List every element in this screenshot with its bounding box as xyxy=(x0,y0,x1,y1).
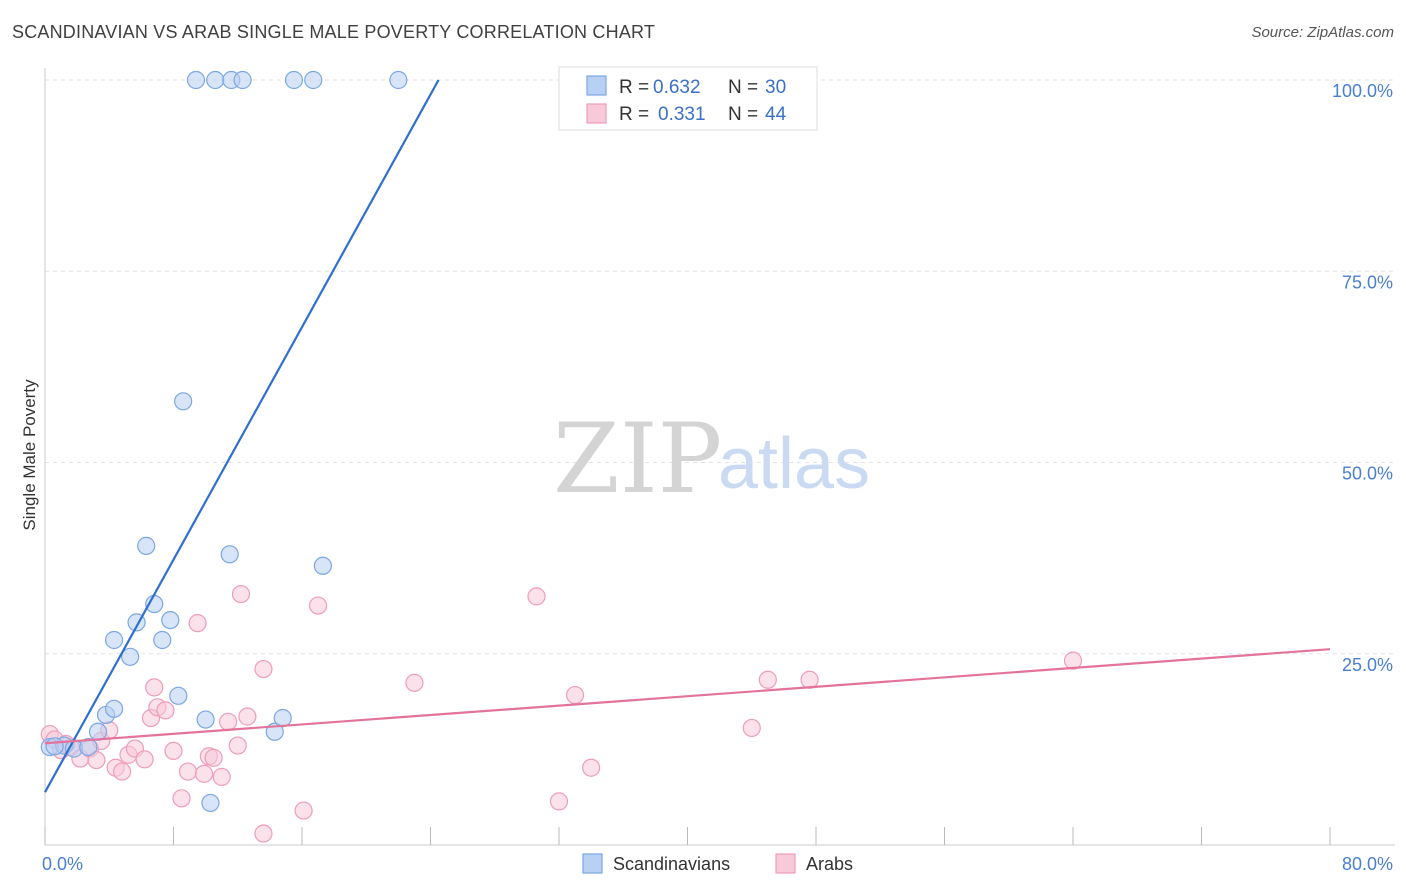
scandinavian-point-29 xyxy=(45,737,64,756)
arab-point-30 xyxy=(254,824,273,843)
arab-point-40 xyxy=(800,670,819,689)
watermark-atlas: atlas xyxy=(718,424,870,504)
arab-point-27 xyxy=(231,584,251,604)
arab-point-26 xyxy=(228,736,247,755)
arab-point-31 xyxy=(294,801,313,820)
y-tick-label-2: 75.0% xyxy=(1342,272,1393,292)
scandinavian-point-15 xyxy=(174,392,193,411)
scandinavian-point-10 xyxy=(137,536,156,555)
legend-r-value-arabs: 0.331 xyxy=(658,104,706,125)
series-legend-label-scandinavians: Scandinavians xyxy=(613,854,730,874)
legend-r-label-arabs: R = xyxy=(619,104,649,125)
scandinavian-point-19 xyxy=(206,70,225,90)
arab-point-33 xyxy=(405,673,424,692)
arab-points xyxy=(40,584,1083,843)
scandinavian-point-6 xyxy=(104,699,124,718)
legend-n-value-scandinavians: 30 xyxy=(765,77,786,98)
y-tick-label-1: 50.0% xyxy=(1342,464,1393,484)
grid-lines xyxy=(45,79,1395,655)
legend-n-label-scandinavians: N = xyxy=(728,77,758,98)
arab-point-5 xyxy=(87,750,106,770)
arab-point-36 xyxy=(565,685,585,705)
scandinavian-point-16 xyxy=(186,70,206,90)
scandinavian-point-13 xyxy=(161,610,180,630)
scandinavian-point-20 xyxy=(220,545,239,564)
arab-point-12 xyxy=(135,750,154,769)
arab-point-17 xyxy=(164,741,183,761)
watermark: ZIP atlas xyxy=(553,403,870,515)
arab-point-14 xyxy=(145,678,164,697)
arab-point-35 xyxy=(549,792,569,811)
arab-point-32 xyxy=(308,596,328,615)
legend-n-value-arabs: 44 xyxy=(765,104,787,125)
scandinavian-point-27 xyxy=(313,556,332,575)
series-legend: Scandinavians Arabs xyxy=(582,853,853,874)
scandinavian-point-24 xyxy=(273,708,292,728)
arab-point-24 xyxy=(212,767,231,787)
scandinavian-point-3 xyxy=(79,737,98,757)
y-tick-labels: 25.0% 50.0% 75.0% 100.0% xyxy=(1332,81,1393,675)
watermark-zip: ZIP xyxy=(553,403,722,515)
arab-point-28 xyxy=(238,707,257,726)
arab-point-19 xyxy=(178,762,198,781)
legend-swatch-arabs xyxy=(586,103,607,124)
scandinavian-point-14 xyxy=(169,686,188,705)
arab-point-23 xyxy=(204,748,223,767)
scandinavian-point-4 xyxy=(88,722,108,741)
legend-r-label-scandinavians: R = xyxy=(619,77,649,98)
arab-point-29 xyxy=(254,659,273,679)
scandinavian-point-25 xyxy=(284,70,304,90)
x-tick-label-min: 0.0% xyxy=(42,854,83,874)
arab-point-21 xyxy=(194,764,214,783)
arab-point-34 xyxy=(527,587,546,606)
arab-point-18 xyxy=(172,789,191,808)
scandinavian-point-12 xyxy=(153,630,172,650)
arab-trend-line xyxy=(44,648,1331,745)
arab-point-25 xyxy=(219,712,238,731)
source-label: Source: ZipAtlas.com xyxy=(1251,24,1394,41)
arab-point-38 xyxy=(742,718,761,738)
x-tick-label-max: 80.0% xyxy=(1342,854,1393,874)
legend-n-label-arabs: N = xyxy=(728,104,758,125)
scandinavian-point-22 xyxy=(233,70,252,90)
series-legend-label-arabs: Arabs xyxy=(806,854,853,874)
arab-point-9 xyxy=(112,762,132,781)
stats-legend: R = 0.632 N = 30 R = 0.331 N = 44 xyxy=(558,66,818,131)
scandinavian-trend-line xyxy=(44,79,440,793)
chart-title: SCANDINAVIAN VS ARAB SINGLE MALE POVERTY… xyxy=(12,22,656,42)
trend-lines xyxy=(44,79,1331,793)
legend-r-value-scandinavians: 0.632 xyxy=(653,77,701,98)
scandinavian-point-28 xyxy=(389,70,408,90)
arab-point-37 xyxy=(582,758,601,777)
series-legend-swatch-arabs xyxy=(775,853,796,874)
scandinavian-point-8 xyxy=(121,647,140,666)
scandinavian-point-7 xyxy=(104,630,124,650)
arab-point-20 xyxy=(188,614,207,633)
axes xyxy=(44,68,1395,846)
arab-point-39 xyxy=(758,670,777,689)
scandinavian-point-17 xyxy=(196,710,215,729)
series-legend-swatch-scandinavians xyxy=(582,853,603,874)
scandinavian-point-18 xyxy=(201,793,220,813)
scandinavian-point-26 xyxy=(304,70,323,90)
y-tick-label-0: 25.0% xyxy=(1342,655,1393,675)
arab-point-16 xyxy=(156,701,175,720)
legend-swatch-scandinavians xyxy=(586,75,607,96)
y-axis-label: Single Male Poverty xyxy=(20,379,39,531)
x-tick-labels: 0.0% 80.0% xyxy=(42,854,1393,874)
arab-point-41 xyxy=(1063,651,1083,670)
y-tick-label-3: 100.0% xyxy=(1332,81,1393,101)
